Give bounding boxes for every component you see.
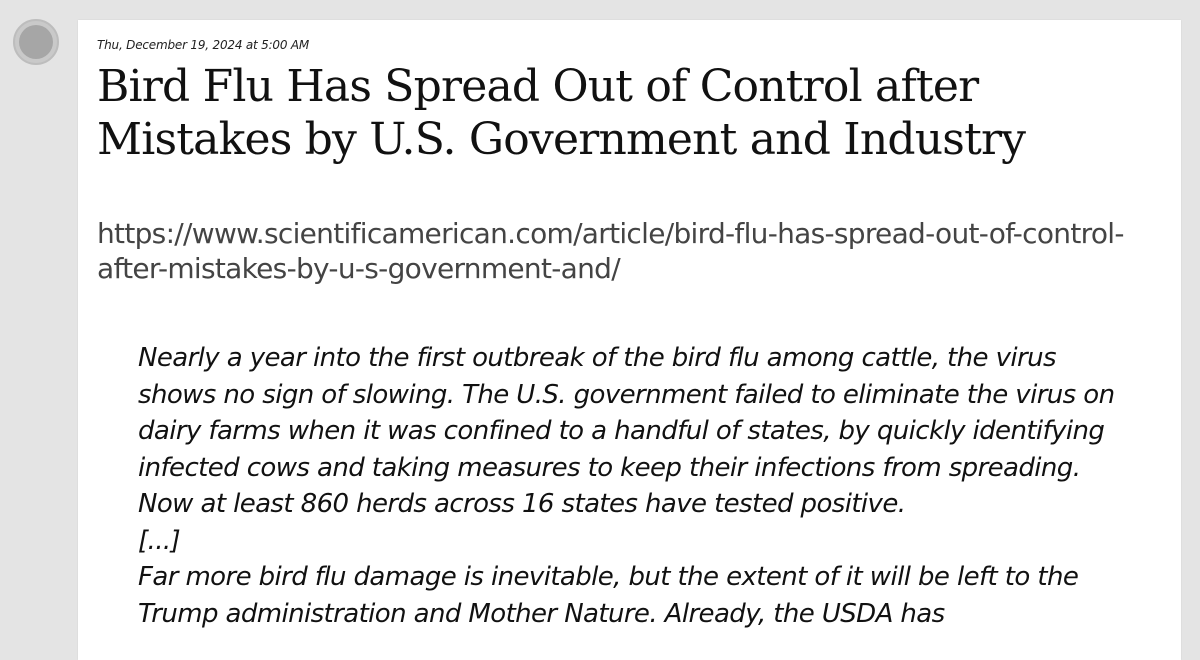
quote-paragraph: Far more bird flu damage is inevitable, … (138, 562, 1079, 629)
post-title: Bird Flu Has Spread Out of Control after… (97, 61, 1026, 165)
avatar-image (19, 25, 53, 59)
post-timestamp[interactable]: Thu, December 19, 2024 at 5:00 AM (97, 38, 310, 52)
article-link[interactable]: https://www.scientificamerican.com/artic… (97, 217, 1124, 285)
quote-ellipsis: [...] (138, 525, 181, 556)
post-card: Thu, December 19, 2024 at 5:00 AM Bird F… (78, 20, 1181, 660)
avatar[interactable] (13, 19, 59, 65)
quote-paragraph: Nearly a year into the first outbreak of… (138, 343, 1115, 519)
quoted-excerpt: Nearly a year into the first outbreak of… (138, 340, 1138, 632)
